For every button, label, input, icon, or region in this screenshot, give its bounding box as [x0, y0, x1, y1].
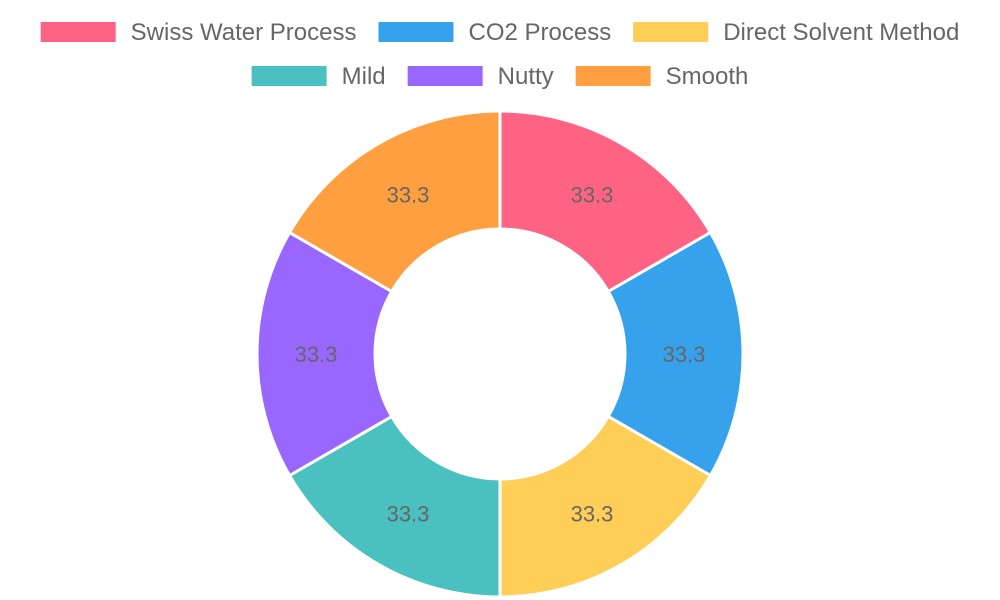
slice-smooth[interactable] — [287, 109, 502, 294]
slice-value-label-direct-solvent-method: 33.3 — [571, 501, 614, 526]
legend-item-mild[interactable]: Mild — [251, 63, 386, 90]
legend-swatch — [40, 22, 116, 42]
slice-value-label-swiss-water-process: 33.3 — [571, 183, 614, 208]
legend-swatch — [378, 22, 454, 42]
legend-swatch — [633, 22, 709, 42]
legend-label: Direct Solvent Method — [723, 19, 959, 46]
slice-co2-process[interactable] — [606, 230, 745, 478]
legend-swatch — [575, 66, 651, 86]
legend-label: Swiss Water Process — [131, 19, 357, 46]
legend-item-nutty[interactable]: Nutty — [407, 63, 554, 90]
legend-label: Smooth — [666, 63, 749, 90]
legend-item-smooth[interactable]: Smooth — [575, 63, 749, 90]
slice-value-label-smooth: 33.3 — [387, 183, 430, 208]
legend-label: CO2 Process — [469, 19, 612, 46]
slice-nutty[interactable] — [255, 230, 394, 478]
slice-direct-solvent-method[interactable] — [498, 414, 713, 599]
slice-value-label-nutty: 33.3 — [295, 342, 338, 367]
slice-value-label-mild: 33.3 — [387, 501, 430, 526]
legend-item-co2-process[interactable]: CO2 Process — [378, 19, 612, 46]
slice-mild[interactable] — [287, 414, 502, 599]
legend-swatch — [407, 66, 483, 86]
legend: Swiss Water Process CO2 Process Direct Sol… — [40, 19, 959, 90]
slice-swiss-water-process[interactable] — [498, 109, 713, 294]
slice-value-label-co2-process: 33.3 — [663, 342, 706, 367]
legend-item-swiss-water-process[interactable]: Swiss Water Process — [40, 19, 357, 46]
legend-swatch — [251, 66, 327, 86]
legend-label: Mild — [342, 63, 386, 90]
doughnut-slices — [255, 109, 745, 599]
legend-label: Nutty — [498, 63, 554, 90]
legend-item-direct-solvent-method[interactable]: Direct Solvent Method — [633, 19, 959, 46]
slice-labels: 33.3 33.3 33.3 33.3 33.3 33.3 — [295, 183, 706, 527]
